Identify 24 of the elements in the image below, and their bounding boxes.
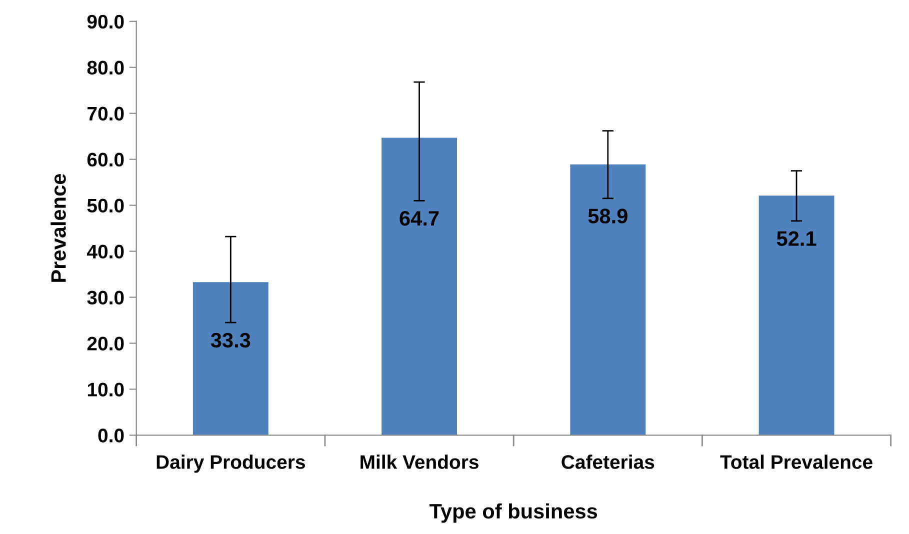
y-tick-label: 40.0 (87, 244, 124, 259)
y-tick-label: 20.0 (87, 336, 124, 350)
data-label: 58.9 (588, 208, 628, 224)
bar (570, 164, 646, 436)
x-tick-label: Cafeterias (562, 454, 654, 469)
x-tick-label: Total Prevalence (720, 454, 872, 469)
y-axis-title: Prevalence (50, 174, 66, 282)
y-tick-label: 90.0 (87, 14, 124, 29)
data-label: 52.1 (776, 231, 816, 246)
data-label: 64.7 (400, 210, 439, 226)
bar (382, 138, 457, 436)
x-axis-title: Type of business (430, 503, 598, 523)
y-tick-label: 80.0 (87, 60, 124, 75)
x-tick-label: Dairy Producers (156, 454, 305, 473)
y-tick-label: 70.0 (88, 106, 124, 121)
data-label: 33.3 (210, 332, 250, 348)
bar (758, 196, 834, 436)
y-tick-label: 60.0 (87, 152, 124, 167)
y-tick-label: 10.0 (88, 382, 124, 396)
x-tick-label: Milk Vendors (360, 454, 478, 469)
y-tick-label: 50.0 (87, 198, 124, 213)
bar (192, 282, 268, 436)
y-tick-label: 30.0 (87, 290, 124, 305)
y-tick-label: 0.0 (98, 428, 124, 442)
